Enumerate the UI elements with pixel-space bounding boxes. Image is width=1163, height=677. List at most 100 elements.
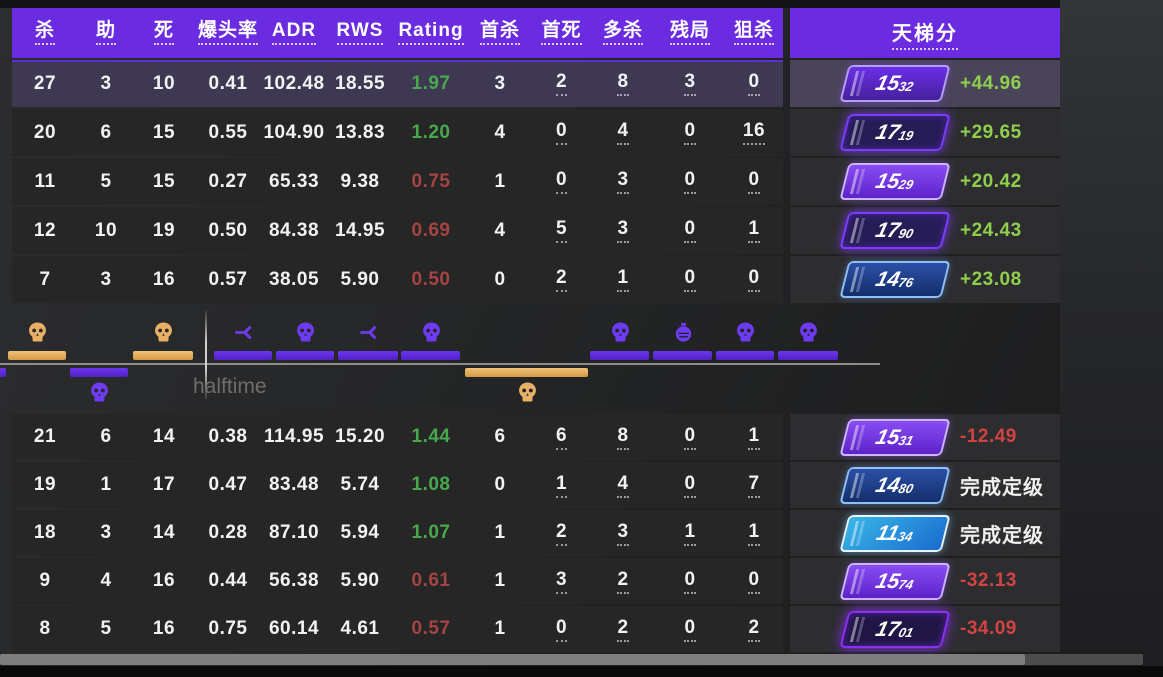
ladder-row: 15 74 -32.13: [790, 558, 1060, 604]
column-header-first-kill[interactable]: 首杀: [479, 20, 520, 46]
stat-cell-hs-rate: 0.38: [208, 426, 248, 447]
stat-cell-first-death[interactable]: 2: [555, 521, 568, 546]
horizontal-scrollbar[interactable]: [0, 654, 1143, 665]
stat-cell-first-death[interactable]: 3: [555, 569, 568, 594]
player-row[interactable]: 21 6 14 0.38 114.95 15.20 1.44 6 6 8 0 1: [12, 414, 783, 460]
scrollbar-thumb[interactable]: [0, 654, 1025, 665]
column-header-hs-rate[interactable]: 爆头率: [197, 20, 258, 46]
column-header-rating[interactable]: Rating: [398, 20, 464, 46]
player-row[interactable]: 7 3 16 0.57 38.05 5.90 0.50 0 2 1 0 0: [12, 256, 783, 303]
stat-cell-assists: 3: [100, 522, 112, 543]
stat-cell-sniper-kill[interactable]: 0: [748, 71, 760, 96]
column-header-adr[interactable]: ADR: [271, 20, 317, 46]
stat-cell-multi-kill[interactable]: 4: [617, 473, 629, 498]
stat-cell-rws: 14.95: [334, 219, 386, 241]
round-bar[interactable]: [133, 351, 193, 360]
round-bar[interactable]: [276, 351, 334, 360]
round-bar[interactable]: [653, 351, 712, 360]
column-header-sniper-kill[interactable]: 狙杀: [733, 20, 774, 46]
player-row[interactable]: 12 10 19 0.50 84.38 14.95 0.69 4 5 3 0 1: [12, 207, 783, 254]
stat-cell-first-kill: 0: [494, 474, 506, 495]
player-row[interactable]: 19 1 17 0.47 83.48 5.74 1.08 0 1 4 0 7: [12, 462, 783, 508]
player-row[interactable]: 11 5 15 0.27 65.33 9.38 0.75 1 0 3 0 0: [12, 158, 783, 205]
round-bar[interactable]: [214, 351, 272, 360]
stat-cell-multi-kill[interactable]: 2: [617, 617, 629, 642]
stat-cell-clutch[interactable]: 0: [684, 169, 696, 194]
ladder-header[interactable]: 天梯分: [790, 8, 1060, 58]
stat-cell-assists: 10: [94, 219, 118, 241]
stat-cell-hs-rate: 0.47: [208, 474, 248, 495]
rank-score-sub: 19: [896, 128, 916, 143]
column-header-rws[interactable]: RWS: [336, 20, 384, 46]
player-row[interactable]: 27 3 10 0.41 102.48 18.55 1.97 3 2 8 3 0: [12, 60, 783, 107]
column-header-multi-kill[interactable]: 多杀: [602, 20, 643, 46]
stat-cell-first-death[interactable]: 2: [555, 267, 568, 292]
stat-cell-first-death[interactable]: 0: [555, 617, 568, 642]
player-row[interactable]: 20 6 15 0.55 104.90 13.83 1.20 4 0 4 0 16: [12, 109, 783, 156]
stat-cell-sniper-kill[interactable]: 2: [748, 617, 760, 642]
stat-cell-multi-kill[interactable]: 2: [617, 569, 629, 594]
rank-badge: 17 01: [839, 610, 951, 648]
stat-cell-clutch[interactable]: 3: [684, 71, 696, 96]
stat-cell-sniper-kill[interactable]: 1: [748, 425, 760, 450]
stat-cell-first-death[interactable]: 5: [555, 218, 568, 243]
timeline-axis: [0, 363, 880, 365]
stat-cell-clutch[interactable]: 0: [684, 120, 696, 145]
stat-cell-rws: 5.90: [340, 268, 380, 290]
column-header-deaths[interactable]: 死: [153, 20, 174, 46]
stat-cell-multi-kill[interactable]: 1: [617, 267, 629, 292]
column-header-kills[interactable]: 杀: [34, 20, 55, 46]
round-bar[interactable]: [716, 351, 774, 360]
stat-cell-multi-kill[interactable]: 3: [617, 521, 629, 546]
round-bar[interactable]: [778, 351, 838, 360]
stat-cell-clutch[interactable]: 0: [684, 425, 696, 450]
round-bar[interactable]: [70, 368, 128, 377]
player-row[interactable]: 9 4 16 0.44 56.38 5.90 0.61 1 3 2 0 0: [12, 558, 783, 604]
defuse-icon: [232, 321, 255, 344]
skull-icon: [734, 321, 757, 344]
stat-cell-first-death[interactable]: 2: [555, 71, 568, 96]
stat-cell-sniper-kill[interactable]: 7: [748, 473, 760, 498]
round-bar[interactable]: [8, 351, 66, 360]
stat-cell-deaths: 10: [152, 72, 176, 94]
round-bar[interactable]: [590, 351, 649, 360]
stat-cell-sniper-kill[interactable]: 1: [748, 218, 760, 243]
stat-cell-first-death[interactable]: 0: [555, 169, 568, 194]
rank-score: 17 01: [873, 618, 916, 641]
stat-cell-sniper-kill[interactable]: 1: [748, 521, 760, 546]
stat-cell-sniper-kill[interactable]: 16: [742, 120, 766, 145]
stat-cell-first-death[interactable]: 0: [555, 120, 568, 145]
rank-score: 14 76: [873, 268, 916, 291]
stat-cell-multi-kill[interactable]: 8: [617, 425, 629, 450]
stat-cell-multi-kill[interactable]: 3: [617, 169, 629, 194]
column-header-first-death[interactable]: 首死: [541, 20, 582, 46]
round-bar[interactable]: [0, 368, 6, 377]
stat-cell-multi-kill[interactable]: 4: [617, 120, 629, 145]
stat-cell-adr: 56.38: [268, 570, 320, 591]
player-row[interactable]: 8 5 16 0.75 60.14 4.61 0.57 1 0 2 0 2: [12, 606, 783, 652]
stat-cell-sniper-kill[interactable]: 0: [748, 267, 760, 292]
rank-badge: 14 80: [839, 466, 951, 504]
column-header-assists[interactable]: 助: [95, 20, 116, 46]
stat-cell-sniper-kill[interactable]: 0: [748, 569, 760, 594]
stat-cell-clutch[interactable]: 0: [684, 267, 696, 292]
stat-cell-kills: 19: [33, 474, 57, 495]
stat-cell-sniper-kill[interactable]: 0: [748, 169, 760, 194]
stat-cell-first-death[interactable]: 1: [555, 473, 568, 498]
stat-cell-multi-kill[interactable]: 3: [617, 218, 629, 243]
stat-cell-clutch[interactable]: 0: [684, 473, 696, 498]
stat-cell-clutch[interactable]: 0: [684, 218, 696, 243]
round-bar[interactable]: [401, 351, 460, 360]
stat-cell-hs-rate: 0.27: [208, 170, 248, 192]
column-header-clutch[interactable]: 残局: [669, 20, 710, 46]
stat-cell-first-death[interactable]: 6: [555, 425, 568, 450]
round-bar[interactable]: [338, 351, 398, 360]
stat-cell-clutch[interactable]: 0: [684, 569, 696, 594]
player-row[interactable]: 18 3 14 0.28 87.10 5.94 1.07 1 2 3 1 1: [12, 510, 783, 556]
stat-cell-rating: 0.50: [411, 268, 451, 290]
round-bar[interactable]: [465, 368, 588, 377]
stat-cell-multi-kill[interactable]: 8: [617, 71, 629, 96]
stat-cell-clutch[interactable]: 1: [684, 521, 696, 546]
stat-cell-deaths: 19: [152, 219, 176, 241]
stat-cell-clutch[interactable]: 0: [684, 617, 696, 642]
